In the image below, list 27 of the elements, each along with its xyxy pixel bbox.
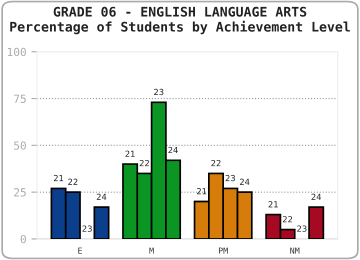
x-tick-label: NM <box>290 248 300 254</box>
y-tick-label: 75 <box>14 94 26 103</box>
text: 21 <box>268 201 278 208</box>
text: 22 <box>211 160 220 166</box>
y-tick-label: 100 <box>8 48 26 56</box>
x-tick-label: M <box>149 248 154 254</box>
series-label: 22 <box>68 178 78 185</box>
text: 24 <box>96 194 106 200</box>
text: 23 <box>82 225 92 232</box>
series-label: 21 <box>125 150 135 157</box>
y-tick-label: 50 <box>14 141 26 150</box>
series-label: 24 <box>168 146 178 154</box>
text: 23 <box>297 225 307 232</box>
x-tick-label: E <box>78 248 82 254</box>
text: 22 <box>140 160 149 166</box>
chart-title: GRADE 06 - ENGLISH LANGUAGE ARTS <box>54 6 306 17</box>
y-tick-label: 25 <box>14 188 26 197</box>
y-tick-label: 0 <box>20 234 26 244</box>
text: 23 <box>226 174 235 182</box>
text: 21 <box>197 188 206 194</box>
x-tick-label: PM <box>218 248 228 254</box>
series-label: 23 <box>154 88 164 96</box>
text: 21 <box>54 174 64 182</box>
text: 24 <box>240 178 250 185</box>
chart-subtitle: Percentage of Students by Achievement Level <box>10 20 350 34</box>
text: 24 <box>312 194 322 200</box>
text: 22 <box>282 216 292 222</box>
